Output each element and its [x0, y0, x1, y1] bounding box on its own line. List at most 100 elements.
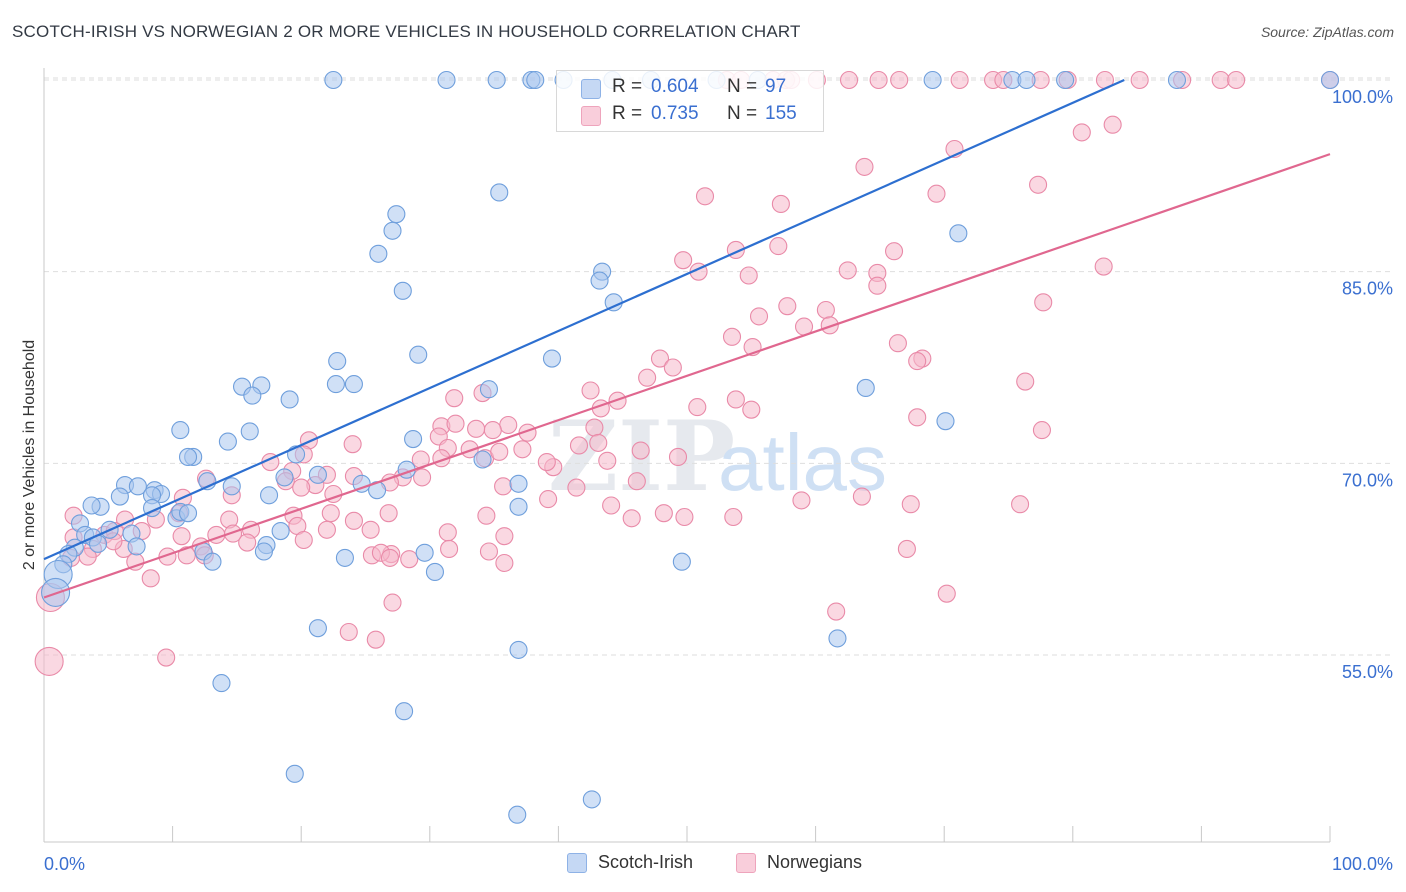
scotch-irish-point [212, 674, 231, 693]
scotch-irish-point [259, 486, 279, 505]
norwegian-point [238, 533, 257, 552]
norwegian-point [569, 436, 589, 455]
legend-label: Scotch-Irish [598, 852, 694, 872]
norwegian-point [622, 509, 641, 528]
norwegian-point [177, 546, 196, 565]
norwegian-point [537, 453, 556, 472]
scotch-irish-point [409, 345, 428, 364]
legend-r-value: 0.604 [651, 76, 699, 97]
norwegian-point [1032, 421, 1051, 440]
scotch-irish-point [1017, 70, 1036, 90]
scotch-irish-point [128, 477, 147, 496]
scotch-irish-point [526, 70, 545, 90]
norwegian-point [890, 70, 909, 90]
scotch-irish-point [387, 205, 406, 224]
scotch-irish-point [425, 562, 444, 581]
scotch-irish-point [404, 430, 423, 449]
norwegian-point [769, 237, 788, 256]
x-tick-label: 0.0% [44, 854, 85, 874]
scotch-irish-point [254, 542, 273, 561]
norwegian-point [339, 622, 358, 642]
scotch-irish-point [127, 537, 146, 556]
scotch-irish-point [828, 629, 847, 648]
norwegian-point [908, 352, 927, 371]
norwegian-point [839, 70, 859, 90]
scotch-irish-point [240, 422, 259, 441]
scotch-irish-point [285, 764, 304, 783]
scotch-irish-point [479, 380, 499, 399]
norwegian-point [638, 368, 657, 387]
norwegian-point [792, 491, 811, 510]
scotch-irish-point [203, 552, 222, 571]
norwegian-point [494, 477, 513, 496]
scotch-irish-point [308, 619, 327, 638]
scotch-irish-point [178, 447, 198, 466]
norwegian-point [724, 507, 743, 527]
norwegian-point [379, 504, 398, 523]
scotch-irish-point [218, 432, 237, 451]
source-label: Source: ZipAtlas.com [1260, 24, 1394, 40]
scotch-irish-point [222, 477, 241, 496]
scotch-irish-point [335, 548, 354, 567]
norwegian-point [499, 415, 518, 435]
legend-r-value: 0.735 [651, 103, 699, 124]
norwegian-point [675, 507, 694, 527]
norwegian-point [380, 548, 399, 567]
y-tick-label: 100.0% [1332, 87, 1393, 107]
scotch-irish-point [672, 552, 691, 571]
norwegian-point [868, 276, 887, 295]
norwegian-point [726, 390, 745, 409]
norwegian-point [1029, 175, 1048, 194]
scotch-irish-point [508, 805, 527, 824]
norwegian-point [722, 327, 742, 346]
norwegian-point [742, 400, 761, 419]
scotch-irish-point [324, 70, 343, 90]
norwegian-point [778, 297, 797, 316]
legend-r-label: R = [612, 76, 643, 97]
norwegian-point [1011, 495, 1030, 514]
scotch-irish-point [369, 244, 388, 263]
scotch-irish-point [344, 375, 363, 394]
norwegian-point [567, 478, 586, 497]
norwegian-point [383, 593, 402, 612]
scotch-irish-point [490, 183, 509, 202]
legend-r-label: R = [612, 103, 643, 124]
scotch-irish-point [171, 421, 190, 440]
norwegian-point [663, 358, 682, 377]
norwegian-point [1016, 372, 1035, 391]
norwegian-point [598, 451, 617, 470]
scotch-irish-point [582, 790, 601, 809]
norwegian-point [495, 553, 514, 573]
y-tick-label: 70.0% [1342, 470, 1393, 490]
norwegian-point [141, 569, 160, 588]
legend-row-scotch-irish: R = 0.604 N = 97 [557, 76, 823, 100]
norwegian-point [413, 468, 432, 487]
legend-swatch-pink [581, 106, 601, 126]
legend-swatch-pink [736, 853, 756, 873]
scotch-irish-point [509, 474, 528, 493]
norwegian-point [513, 440, 532, 459]
norwegian-point [292, 478, 311, 497]
scotch-irish-point [280, 390, 299, 409]
norwegian-point [581, 381, 600, 400]
norwegian-point [490, 442, 509, 461]
chart-title: SCOTCH-IRISH VS NORWEGIAN 2 OR MORE VEHI… [12, 22, 801, 41]
norwegian-point [897, 539, 916, 558]
norwegian-point [1103, 115, 1122, 134]
scotch-irish-point [178, 504, 198, 523]
scotch-irish-point [856, 378, 875, 397]
scotch-irish-point [82, 496, 101, 515]
legend-label: Norwegians [767, 852, 863, 872]
norwegian-point [820, 316, 839, 335]
norwegian-point [884, 242, 904, 261]
legend-n-value: 155 [765, 103, 797, 124]
scotch-irish-point [437, 70, 456, 90]
scotch-irish-point [383, 221, 402, 240]
norwegian-point [317, 520, 336, 539]
norwegian-point [654, 504, 673, 523]
norwegian-point [172, 527, 191, 546]
norwegian-point [446, 414, 465, 433]
scotch-irish-point [487, 70, 506, 90]
norwegian-point [816, 300, 835, 320]
norwegian-point [602, 496, 621, 515]
